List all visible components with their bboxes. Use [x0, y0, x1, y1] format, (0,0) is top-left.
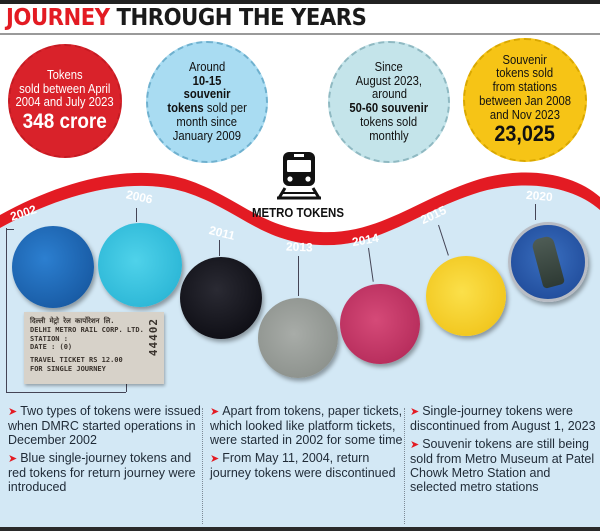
token-2011-black	[180, 257, 262, 339]
token-2013-grey	[258, 298, 338, 378]
badge-value: tokens	[167, 101, 204, 115]
note-text: From May 11, 2004, return journey tokens…	[210, 451, 396, 480]
token-2015-yellow	[426, 256, 506, 336]
note-text: Two types of tokens were issued when DMR…	[8, 404, 201, 447]
token-2014-pink	[340, 284, 420, 364]
badge-value: souvenir	[183, 87, 231, 102]
connector-2006	[136, 208, 137, 222]
ticket-number: 44402	[147, 318, 160, 357]
badge-value: 348 crore	[22, 110, 108, 134]
arrow-icon: ➤	[210, 453, 220, 465]
connector-2002-ticket	[126, 380, 127, 392]
token-2006-light-blue	[98, 223, 182, 307]
note-text: Apart from tokens, paper tickets, which …	[210, 404, 403, 447]
notes-column-1: ➤ Two types of tokens were issued when DM…	[8, 404, 203, 498]
stat-badge-souvenir-monthly-2009: Around 10-15 souvenir tokens sold per mo…	[146, 41, 268, 163]
badge-text: from stations	[492, 80, 558, 95]
stat-badge-tokens-sold: Tokens sold between April 2004 and July …	[8, 44, 122, 158]
connector-2011	[219, 240, 220, 256]
ticket-hindi-text: दिल्ली मेट्रो रेल कार्पोरेशन लि.	[30, 317, 115, 325]
badge-text: Around	[188, 59, 226, 74]
badge-text: January 2009	[172, 128, 242, 143]
connector-2002	[6, 229, 14, 230]
year-label-2013: 2013	[285, 239, 313, 255]
page-title: JOURNEY THROUGH THE YEARS	[6, 5, 367, 31]
title-highlight: JOURNEY	[6, 5, 110, 31]
top-border	[0, 0, 600, 4]
connector-2002-ticket	[6, 392, 126, 393]
badge-text: 2004 and July 2023	[15, 95, 115, 110]
title-divider	[0, 33, 600, 35]
stat-badge-souvenir-total: Souvenir tokens sold from stations betwe…	[463, 38, 587, 162]
connector-2002	[6, 228, 7, 392]
badge-text: tokens sold	[360, 114, 418, 129]
token-2020-souvenir	[508, 222, 588, 302]
note-text: Souvenir tokens are still being sold fro…	[410, 437, 595, 494]
badge-text: and Nov 2023	[489, 107, 561, 122]
note-text: Blue single-journey tokens and red token…	[8, 451, 196, 494]
ticket-issuer: DELHI METRO RAIL CORP. LTD.	[30, 325, 144, 334]
badge-text: around	[371, 87, 407, 102]
ticket-station: STATION :	[30, 334, 68, 343]
year-label-2020: 2020	[525, 187, 554, 205]
badge-text: sold between April	[19, 81, 111, 96]
ticket-purpose: FOR SINGLE JOURNEY	[30, 364, 106, 373]
badge-value: 23,025	[494, 121, 556, 147]
badge-text: sold per	[206, 101, 247, 115]
column-divider	[404, 408, 405, 524]
token-2002-blue	[12, 226, 94, 308]
badge-text: tokens sold	[496, 66, 554, 81]
arrow-icon: ➤	[8, 406, 18, 418]
train-image	[530, 235, 566, 289]
bottom-border	[0, 527, 600, 531]
badge-text: Souvenir	[502, 52, 548, 67]
ticket-fare: TRAVEL TICKET RS 12.00	[30, 356, 123, 364]
badge-text: month since	[176, 114, 238, 129]
badge-text: between Jan 2008	[479, 93, 571, 108]
paper-ticket: दिल्ली मेट्रो रेल कार्पोरेशन लि. DELHI M…	[24, 312, 164, 384]
train-icon	[277, 152, 321, 200]
badge-value: 10-15	[192, 73, 222, 88]
column-divider	[202, 408, 203, 524]
connector-2013	[298, 256, 299, 296]
notes-column-2: ➤ Apart from tokens, paper tickets, which…	[210, 404, 410, 484]
note-text: Single-journey tokens were discontinued …	[410, 404, 596, 433]
notes-column-3: ➤ Single-journey tokens were discontinued…	[410, 404, 600, 498]
stat-badge-souvenir-monthly-2023: Since August 2023, around 50-60 souvenir…	[328, 41, 450, 163]
connector-2020	[535, 204, 536, 220]
badge-text: monthly	[369, 128, 409, 143]
badge-text: Tokens	[47, 67, 83, 82]
arrow-icon: ➤	[8, 453, 18, 465]
metro-tokens-label: METRO TOKENS	[252, 205, 344, 220]
arrow-icon: ➤	[410, 406, 420, 418]
title-rest: THROUGH THE YEARS	[116, 5, 367, 31]
arrow-icon: ➤	[410, 439, 420, 451]
badge-text: Since	[374, 59, 404, 74]
arrow-icon: ➤	[210, 406, 220, 418]
ticket-date: DATE : (0)	[30, 343, 73, 352]
badge-value: 50-60 souvenir	[349, 101, 429, 115]
badge-text: August 2023,	[355, 73, 423, 88]
